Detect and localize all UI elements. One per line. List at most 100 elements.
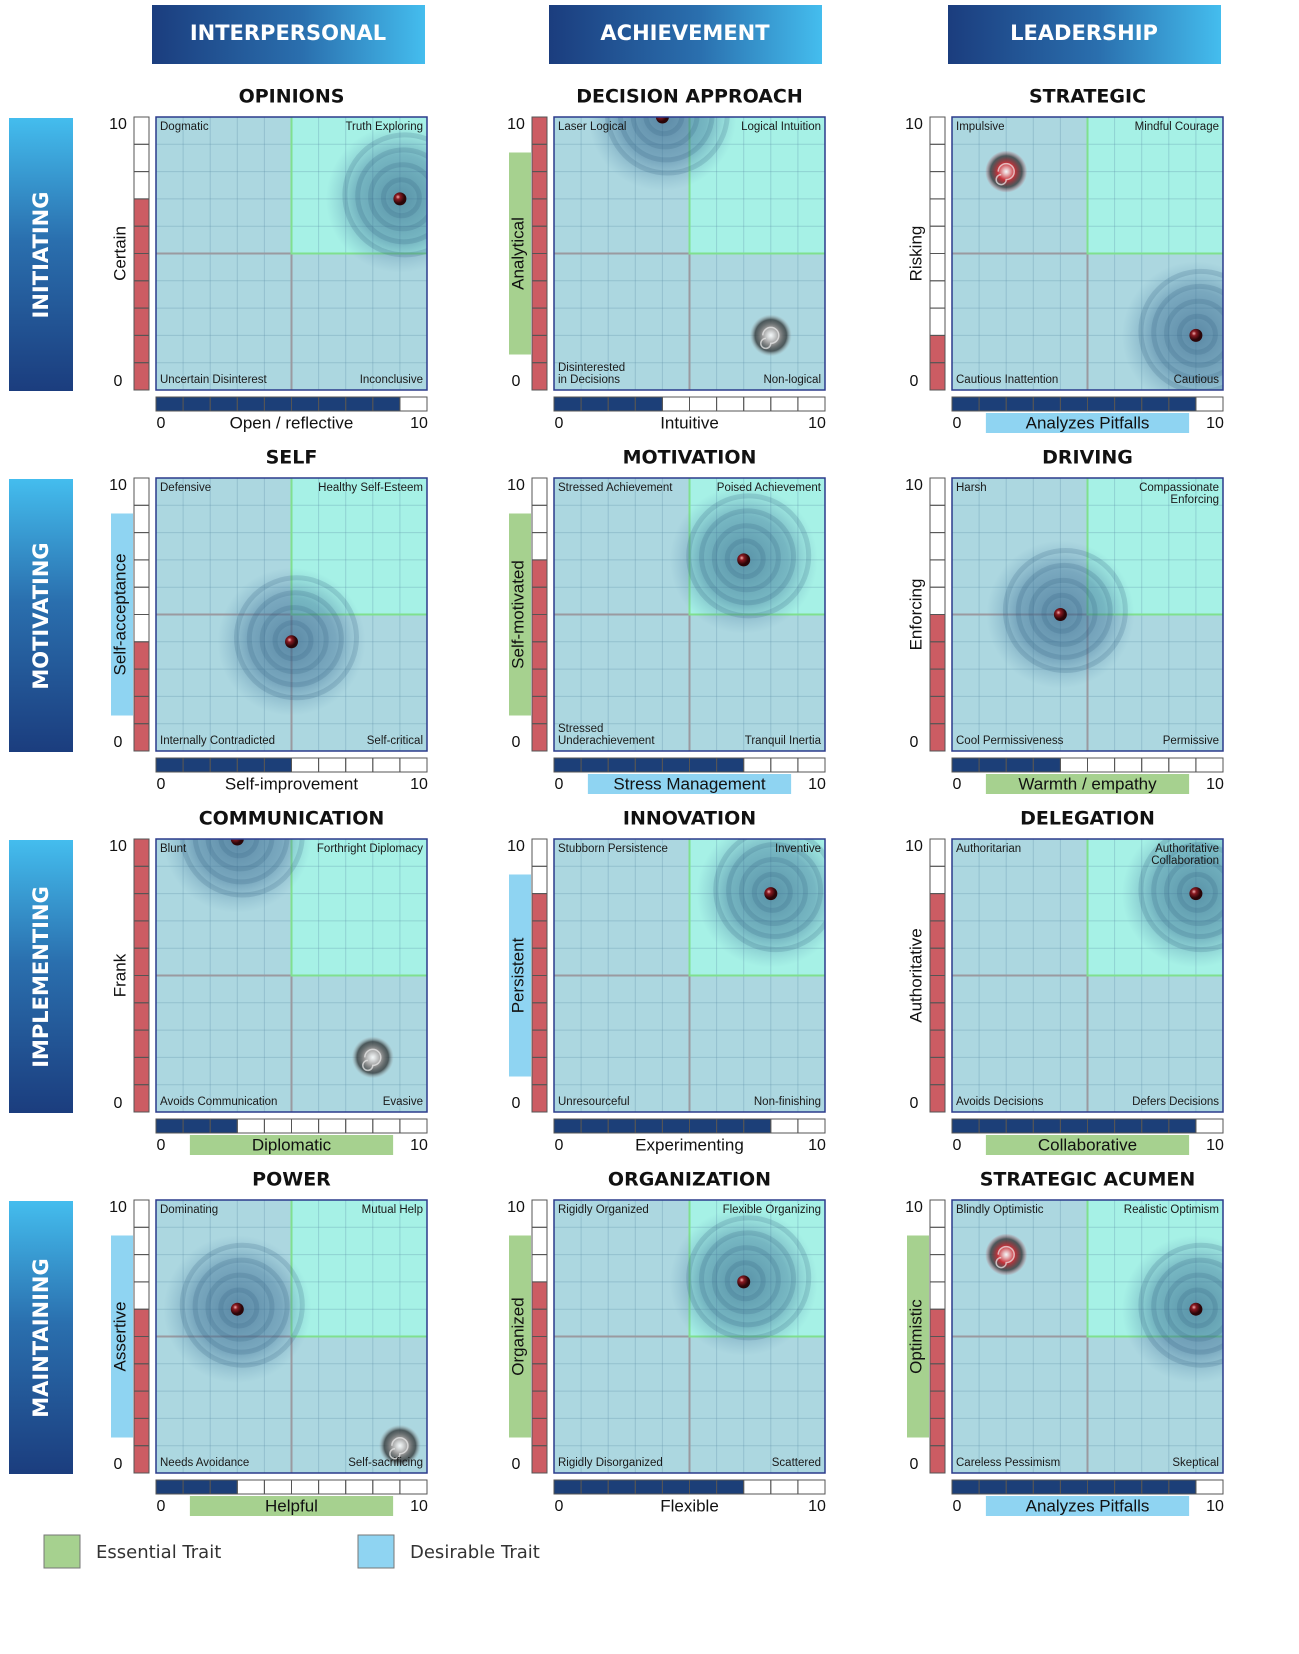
chart-title: OPINIONS (239, 86, 345, 108)
quadrant-label: Permissive (1163, 735, 1219, 747)
quadrant-label: Mutual Help (362, 1204, 423, 1216)
secondary-swirl (985, 151, 1027, 193)
quadrant-label: Underachievement (558, 735, 655, 747)
x-score-bar (156, 758, 292, 772)
quadrant-label: Defensive (160, 482, 211, 494)
x-tick-label: 10 (410, 776, 428, 793)
quadrant-label: Poised Achievement (717, 482, 822, 494)
bar-segment (292, 758, 319, 772)
target-quadrant (292, 1200, 428, 1337)
x-tick-label: 10 (1206, 1137, 1224, 1154)
bar-segment (798, 1480, 825, 1494)
score-point (737, 553, 750, 566)
quadrant-label: Careless Pessimism (956, 1457, 1060, 1469)
bar-segment (134, 560, 149, 587)
bar-segment (400, 1119, 427, 1133)
column-header-label: ACHIEVEMENT (600, 21, 770, 45)
y-tick-label: 10 (109, 116, 127, 133)
row-header-label: INITIATING (29, 192, 53, 319)
chart-title: SELF (266, 447, 318, 469)
x-axis-label: Intuitive (660, 413, 719, 432)
bar-segment (237, 1480, 264, 1494)
x-axis-label: Stress Management (613, 774, 765, 793)
bar-segment (237, 1119, 264, 1133)
y-tick-label: 10 (905, 838, 923, 855)
y-score-bar (134, 199, 149, 390)
bar-segment (930, 199, 945, 226)
bar-segment (532, 505, 547, 532)
chart-title: DELEGATION (1020, 808, 1155, 830)
bar-segment (930, 117, 945, 144)
bar-segment (1196, 397, 1223, 411)
x-score-bar (156, 397, 400, 411)
x-tick-label: 10 (1206, 1498, 1224, 1515)
quadrant-label: Skeptical (1172, 1457, 1219, 1469)
score-point (285, 635, 298, 648)
bar-segment (771, 1119, 798, 1133)
x-tick-label: 0 (157, 1498, 166, 1515)
x-score-bar (952, 1119, 1196, 1133)
bar-segment (532, 1200, 547, 1227)
bar-segment (930, 866, 945, 893)
y-tick-label: 10 (109, 838, 127, 855)
bar-segment (1196, 758, 1223, 772)
x-tick-label: 0 (157, 1137, 166, 1154)
report: Essential Trait Desirable Trait INTERPER… (0, 0, 1299, 1654)
x-tick-label: 10 (410, 1137, 428, 1154)
y-axis-label: Certain (110, 226, 129, 281)
secondary-swirl (750, 314, 792, 356)
bar-segment (292, 1119, 319, 1133)
y-axis-label: Self-motivated (508, 560, 527, 669)
bar-segment (930, 254, 945, 281)
y-tick-label: 10 (905, 477, 923, 494)
bar-segment (930, 308, 945, 335)
bar-segment (771, 758, 798, 772)
target-quadrant (1088, 117, 1224, 254)
chart-title: DECISION APPROACH (576, 86, 803, 108)
bar-segment (798, 397, 825, 411)
x-tick-label: 0 (157, 776, 166, 793)
chart-title: MOTIVATION (623, 447, 757, 469)
legend-label: Essential Trait (96, 1542, 221, 1563)
bar-segment (930, 560, 945, 587)
y-tick-label: 10 (507, 838, 525, 855)
y-axis-label: Authoritative (906, 928, 925, 1023)
bar-segment (1060, 758, 1087, 772)
chart-title: INNOVATION (623, 808, 756, 830)
quadrant-label: Defers Decisions (1132, 1096, 1219, 1108)
quadrant-label: Unresourceful (558, 1096, 630, 1108)
bar-segment (134, 587, 149, 614)
legend-swatch (358, 1535, 394, 1568)
quadrant-label: Non-finishing (754, 1096, 821, 1108)
bar-segment (717, 397, 744, 411)
x-axis-label: Self-improvement (225, 774, 358, 793)
bar-segment (373, 1480, 400, 1494)
x-tick-label: 0 (157, 415, 166, 432)
x-tick-label: 0 (555, 415, 564, 432)
y-tick-label: 10 (507, 116, 525, 133)
y-tick-label: 0 (910, 734, 919, 751)
y-axis-label: Optimistic (906, 1299, 925, 1374)
quadrant-label: Stressed (558, 723, 603, 735)
plot-marks (670, 486, 818, 634)
quadrant-label: Enforcing (1170, 494, 1219, 506)
x-score-bar (156, 1480, 237, 1494)
score-point (1189, 329, 1202, 342)
bar-segment (930, 1255, 945, 1282)
x-axis-label: Warmth / empathy (1018, 774, 1157, 793)
quadrant-label: Cool Permissiveness (956, 735, 1064, 747)
bar-segment (690, 397, 717, 411)
column-header-label: INTERPERSONAL (190, 21, 386, 45)
bar-segment (346, 1119, 373, 1133)
bar-segment (930, 587, 945, 614)
bar-segment (930, 839, 945, 866)
quadrant-label: Inventive (775, 843, 821, 855)
y-axis-label: Analytical (508, 217, 527, 290)
x-tick-label: 0 (953, 415, 962, 432)
x-tick-label: 0 (555, 776, 564, 793)
bar-segment (930, 144, 945, 171)
y-axis-label: Frank (110, 953, 129, 997)
quadrant-label: Cautious (1174, 374, 1220, 386)
x-tick-label: 10 (808, 415, 826, 432)
bar-segment (134, 117, 149, 144)
